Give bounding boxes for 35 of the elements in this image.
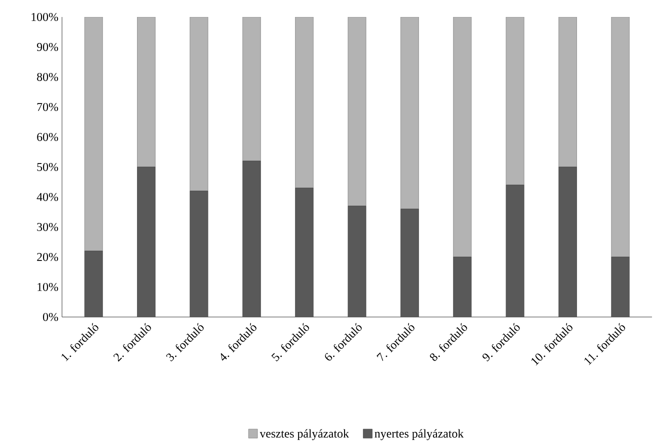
bar	[242, 17, 261, 162]
bar	[558, 17, 577, 168]
bar	[348, 206, 366, 318]
bar	[611, 256, 630, 318]
bar	[400, 17, 419, 210]
bar	[453, 256, 472, 318]
y-tick-label: 100%	[32, 12, 58, 22]
bar	[506, 17, 524, 186]
bar	[400, 208, 419, 318]
y-tick-label: 80%	[37, 72, 58, 82]
legend-label: nyertes pályázatok	[374, 429, 464, 440]
bar	[84, 250, 103, 318]
y-tick-label: 0%	[42, 312, 58, 322]
y-tick-label: 30%	[37, 222, 58, 232]
y-tick-label: 90%	[36, 42, 58, 52]
legend-label: vesztes pályázatok	[260, 429, 350, 440]
bar	[611, 17, 630, 258]
y-tick-label: 70%	[37, 102, 58, 112]
bar	[137, 17, 156, 168]
bar	[295, 17, 314, 188]
bar	[84, 17, 103, 252]
bar	[295, 188, 314, 318]
y-tick-label: 10%	[38, 282, 58, 292]
y-tick-label: 50%	[37, 162, 58, 172]
bar	[453, 17, 472, 258]
bar	[190, 190, 208, 318]
bar	[137, 166, 156, 318]
bar	[506, 184, 524, 318]
y-tick-label: 40%	[36, 192, 58, 202]
y-tick-label: 60%	[37, 132, 58, 142]
bar	[242, 160, 261, 318]
y-tick-label: 20%	[37, 252, 58, 262]
bar	[558, 166, 577, 318]
bar	[348, 17, 366, 206]
bar	[190, 17, 208, 192]
